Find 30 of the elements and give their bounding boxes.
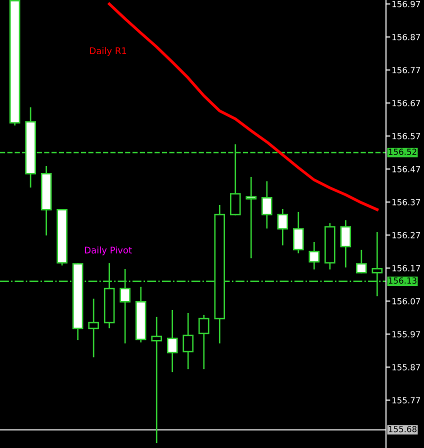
candlestick: [246, 176, 257, 258]
y-tick-label: 155.87: [392, 364, 420, 370]
y-tick-label: 156.07: [392, 298, 420, 304]
candlestick: [292, 212, 304, 254]
ref-line-label: 155.68: [388, 426, 417, 432]
candlestick: [277, 208, 288, 246]
y-tick-label: 156.17: [392, 265, 420, 272]
candlestick: [151, 316, 162, 444]
y-tick-label: 156.37: [392, 199, 420, 206]
candlestick: [356, 250, 367, 274]
candlestick: [88, 298, 100, 358]
y-tick-label: 156.47: [392, 166, 420, 172]
y-tick-label: 156.67: [392, 100, 420, 106]
annotation: Daily R1: [90, 47, 126, 56]
y-tick-label: 156.27: [392, 232, 420, 238]
candlestick: [340, 220, 352, 268]
ref-line-label: 156.13: [388, 277, 416, 284]
candlestick: [198, 314, 210, 370]
y-tick-label: 156.57: [392, 133, 420, 140]
y-tick-label: 155.77: [392, 397, 420, 404]
y-tick-label: 156.97: [392, 0, 420, 8]
y-tick-label: 155.97: [392, 331, 420, 338]
y-tick-label: 156.77: [392, 66, 420, 74]
y-tick-label: 156.87: [392, 34, 420, 40]
candlestick: [261, 181, 272, 228]
annotation: Daily Pivot: [85, 246, 132, 256]
candlestick: [182, 312, 194, 370]
candlestick: [308, 242, 320, 270]
ref-line-label: 156.52: [388, 148, 416, 155]
candlestick: [166, 310, 178, 372]
